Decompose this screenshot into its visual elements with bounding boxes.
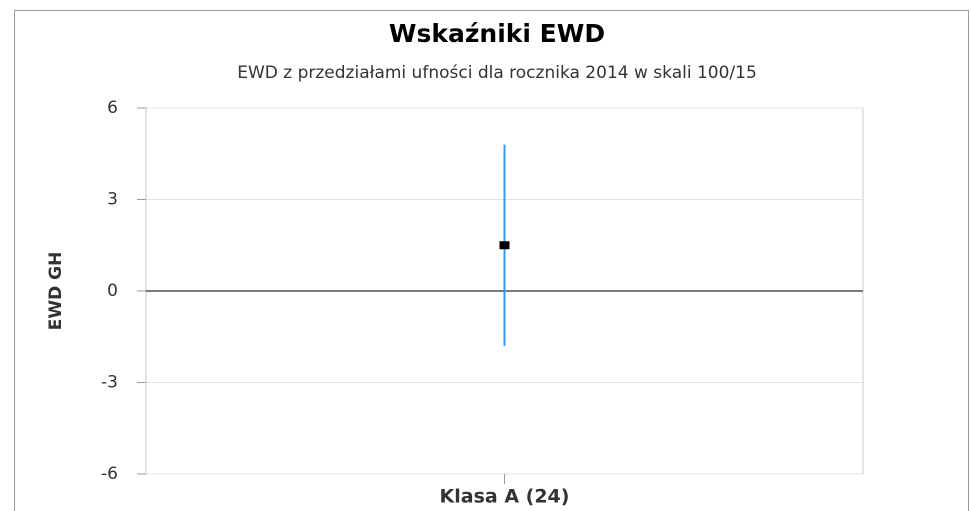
y-tick-label: 3 <box>107 190 118 210</box>
chart-title: Wskaźniki EWD <box>389 19 605 48</box>
y-tick-label: 6 <box>107 98 118 118</box>
chart-subtitle: EWD z przedziałami ufności dla rocznika … <box>237 63 757 83</box>
y-axis-label: EWD GH <box>46 252 66 331</box>
y-tick-label: -3 <box>101 373 118 393</box>
x-tick-label: Klasa A (24) <box>440 486 570 508</box>
chart-frame <box>14 10 969 511</box>
y-tick-label: 0 <box>107 281 118 301</box>
y-tick-label: -6 <box>101 464 118 484</box>
point <box>499 241 510 250</box>
